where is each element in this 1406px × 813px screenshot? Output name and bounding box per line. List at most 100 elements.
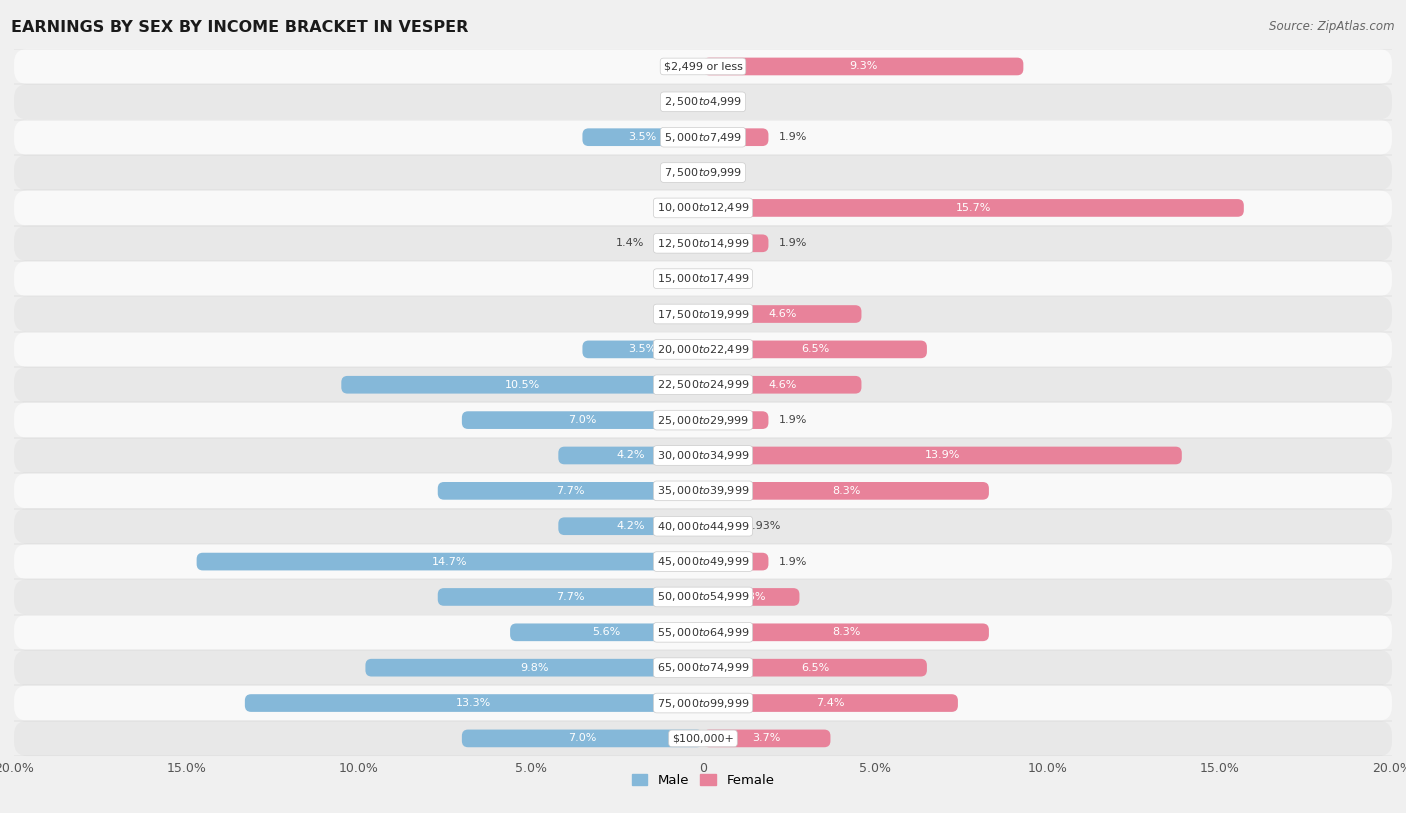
FancyBboxPatch shape: [655, 234, 703, 252]
Text: 1.4%: 1.4%: [616, 238, 644, 248]
FancyBboxPatch shape: [703, 305, 862, 323]
Text: 0.0%: 0.0%: [665, 309, 693, 319]
FancyBboxPatch shape: [14, 332, 1392, 367]
Text: 15.7%: 15.7%: [956, 203, 991, 213]
FancyBboxPatch shape: [558, 517, 703, 535]
Text: $35,000 to $39,999: $35,000 to $39,999: [657, 485, 749, 498]
FancyBboxPatch shape: [703, 482, 988, 500]
FancyBboxPatch shape: [14, 49, 1392, 84]
FancyBboxPatch shape: [703, 553, 769, 571]
Text: Source: ZipAtlas.com: Source: ZipAtlas.com: [1270, 20, 1395, 33]
FancyBboxPatch shape: [14, 544, 1392, 579]
Text: 3.5%: 3.5%: [628, 133, 657, 142]
Text: 0.93%: 0.93%: [745, 521, 780, 531]
FancyBboxPatch shape: [510, 624, 703, 641]
FancyBboxPatch shape: [437, 482, 703, 500]
FancyBboxPatch shape: [461, 729, 703, 747]
Text: 7.4%: 7.4%: [817, 698, 845, 708]
FancyBboxPatch shape: [366, 659, 703, 676]
Text: 0.0%: 0.0%: [665, 62, 693, 72]
FancyBboxPatch shape: [14, 190, 1392, 225]
Text: 9.3%: 9.3%: [849, 62, 877, 72]
Text: $50,000 to $54,999: $50,000 to $54,999: [657, 590, 749, 603]
Text: $22,500 to $24,999: $22,500 to $24,999: [657, 378, 749, 391]
Text: 2.8%: 2.8%: [737, 592, 765, 602]
Text: 0.0%: 0.0%: [665, 203, 693, 213]
Text: $10,000 to $12,499: $10,000 to $12,499: [657, 202, 749, 215]
Text: 1.9%: 1.9%: [779, 238, 807, 248]
Text: $12,500 to $14,999: $12,500 to $14,999: [657, 237, 749, 250]
Text: 1.9%: 1.9%: [779, 133, 807, 142]
Text: $45,000 to $49,999: $45,000 to $49,999: [657, 555, 749, 568]
Text: 13.9%: 13.9%: [925, 450, 960, 460]
Text: 0.0%: 0.0%: [665, 274, 693, 284]
Text: $2,500 to $4,999: $2,500 to $4,999: [664, 95, 742, 108]
FancyBboxPatch shape: [14, 720, 1392, 756]
Text: $30,000 to $34,999: $30,000 to $34,999: [657, 449, 749, 462]
Text: $20,000 to $22,499: $20,000 to $22,499: [657, 343, 749, 356]
FancyBboxPatch shape: [703, 729, 831, 747]
FancyBboxPatch shape: [14, 367, 1392, 402]
FancyBboxPatch shape: [14, 154, 1392, 190]
Text: 4.6%: 4.6%: [768, 380, 796, 389]
Text: 1.9%: 1.9%: [779, 415, 807, 425]
Text: 10.5%: 10.5%: [505, 380, 540, 389]
FancyBboxPatch shape: [14, 84, 1392, 120]
FancyBboxPatch shape: [703, 411, 769, 429]
Text: $15,000 to $17,499: $15,000 to $17,499: [657, 272, 749, 285]
FancyBboxPatch shape: [558, 446, 703, 464]
Text: 0.0%: 0.0%: [665, 167, 693, 177]
FancyBboxPatch shape: [14, 509, 1392, 544]
Text: $55,000 to $64,999: $55,000 to $64,999: [657, 626, 749, 639]
Text: 8.3%: 8.3%: [832, 628, 860, 637]
Text: $17,500 to $19,999: $17,500 to $19,999: [657, 307, 749, 320]
FancyBboxPatch shape: [14, 261, 1392, 296]
FancyBboxPatch shape: [14, 225, 1392, 261]
Text: 5.6%: 5.6%: [592, 628, 620, 637]
Text: 13.3%: 13.3%: [457, 698, 492, 708]
FancyBboxPatch shape: [703, 58, 1024, 76]
Text: 1.9%: 1.9%: [779, 557, 807, 567]
Text: 0.0%: 0.0%: [713, 167, 741, 177]
Text: 8.3%: 8.3%: [832, 486, 860, 496]
Text: 0.0%: 0.0%: [713, 97, 741, 107]
Text: $2,499 or less: $2,499 or less: [664, 62, 742, 72]
Text: 7.0%: 7.0%: [568, 415, 596, 425]
Text: 4.2%: 4.2%: [616, 450, 645, 460]
Text: 7.0%: 7.0%: [568, 733, 596, 743]
Text: EARNINGS BY SEX BY INCOME BRACKET IN VESPER: EARNINGS BY SEX BY INCOME BRACKET IN VES…: [11, 20, 468, 35]
Text: $100,000+: $100,000+: [672, 733, 734, 743]
FancyBboxPatch shape: [437, 588, 703, 606]
FancyBboxPatch shape: [703, 199, 1244, 217]
Text: 9.8%: 9.8%: [520, 663, 548, 672]
FancyBboxPatch shape: [703, 234, 769, 252]
FancyBboxPatch shape: [14, 120, 1392, 154]
FancyBboxPatch shape: [14, 437, 1392, 473]
FancyBboxPatch shape: [582, 128, 703, 146]
Text: $40,000 to $44,999: $40,000 to $44,999: [657, 520, 749, 533]
FancyBboxPatch shape: [703, 517, 735, 535]
FancyBboxPatch shape: [703, 341, 927, 359]
FancyBboxPatch shape: [703, 624, 988, 641]
Text: 3.5%: 3.5%: [628, 345, 657, 354]
FancyBboxPatch shape: [703, 659, 927, 676]
Text: 3.7%: 3.7%: [752, 733, 780, 743]
Legend: Male, Female: Male, Female: [626, 768, 780, 792]
Text: 7.7%: 7.7%: [557, 592, 585, 602]
Text: 0.0%: 0.0%: [665, 97, 693, 107]
Text: 6.5%: 6.5%: [801, 663, 830, 672]
FancyBboxPatch shape: [703, 588, 800, 606]
FancyBboxPatch shape: [14, 615, 1392, 650]
FancyBboxPatch shape: [342, 376, 703, 393]
Text: 0.0%: 0.0%: [713, 274, 741, 284]
FancyBboxPatch shape: [703, 694, 957, 712]
FancyBboxPatch shape: [14, 579, 1392, 615]
FancyBboxPatch shape: [461, 411, 703, 429]
FancyBboxPatch shape: [14, 685, 1392, 720]
Text: $75,000 to $99,999: $75,000 to $99,999: [657, 697, 749, 710]
Text: 7.7%: 7.7%: [557, 486, 585, 496]
FancyBboxPatch shape: [703, 446, 1182, 464]
Text: 14.7%: 14.7%: [432, 557, 468, 567]
Text: $65,000 to $74,999: $65,000 to $74,999: [657, 661, 749, 674]
FancyBboxPatch shape: [197, 553, 703, 571]
